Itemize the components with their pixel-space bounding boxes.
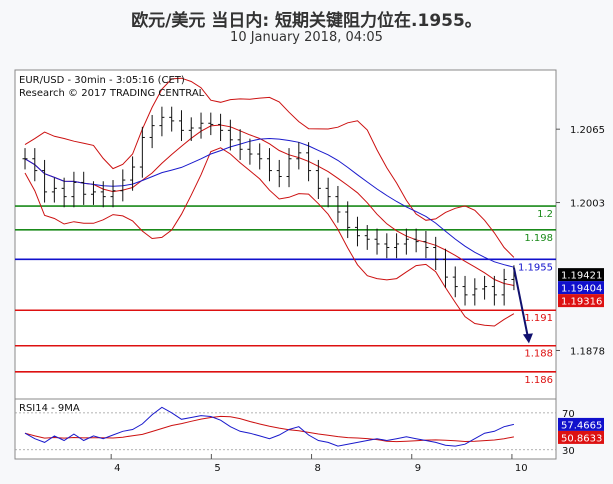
- chart-source-label: Research © 2017 TRADING CENTRAL: [19, 88, 205, 99]
- x-tick-label-1: 5: [214, 463, 220, 474]
- y-tick-label-2: 1.1878: [570, 346, 605, 357]
- chart-title: 欧元/美元 当日内: 短期关键阻力位在.1955。: [131, 11, 482, 31]
- y-tick-label-1: 1.2003: [570, 199, 605, 210]
- chart-date: 10 January 2018, 04:05: [230, 30, 383, 45]
- level-label-1: 1.198: [524, 233, 553, 244]
- moving-average-line: [24, 137, 515, 268]
- projection-arrow-line: [512, 267, 529, 338]
- x-tick-label-2: 8: [315, 463, 321, 474]
- level-label-2: 1.1955: [518, 262, 553, 273]
- price-box-2-bg: [558, 294, 604, 308]
- band-upper: [24, 77, 515, 258]
- projection-arrow-head: [522, 333, 533, 344]
- chart-symbol-label: EUR/USD - 30min - 3:05:16 (CET): [19, 75, 185, 86]
- x-tick-label-0: 4: [114, 463, 120, 474]
- main-panel-frame: [14, 69, 557, 460]
- x-tick-label-4: 10: [515, 463, 528, 474]
- level-label-0: 1.2: [537, 209, 553, 220]
- level-label-4: 1.188: [524, 349, 553, 360]
- band-lower: [24, 147, 515, 327]
- rsi-tick-1: 30: [562, 446, 575, 457]
- rsi-tick-0: 70: [562, 409, 575, 420]
- chart-header: 欧元/美元 当日内: 短期关键阻力位在.1955。 10 January 201…: [0, 0, 613, 66]
- price-box-2: 1.19316: [561, 297, 602, 308]
- level-label-3: 1.191: [524, 313, 553, 324]
- rsi-box-1: 50.8633: [561, 433, 602, 444]
- rsi-line: [24, 406, 515, 447]
- rsi-label: RSI14 - 9MA: [19, 403, 80, 414]
- price-box-0-bg: [558, 268, 604, 282]
- price-box-0: 1.19421: [561, 271, 602, 282]
- rsi-box-0-bg: [558, 417, 604, 431]
- x-tick-label-3: 9: [415, 463, 421, 474]
- level-label-5: 1.186: [524, 375, 553, 386]
- price-box-1-bg: [558, 281, 604, 295]
- y-tick-label-0: 1.2065: [570, 125, 605, 136]
- price-box-1: 1.19404: [561, 284, 602, 295]
- rsi-box-1-bg: [558, 430, 604, 444]
- band-middle: [24, 124, 515, 286]
- rsi-box-0: 57.4665: [561, 420, 602, 431]
